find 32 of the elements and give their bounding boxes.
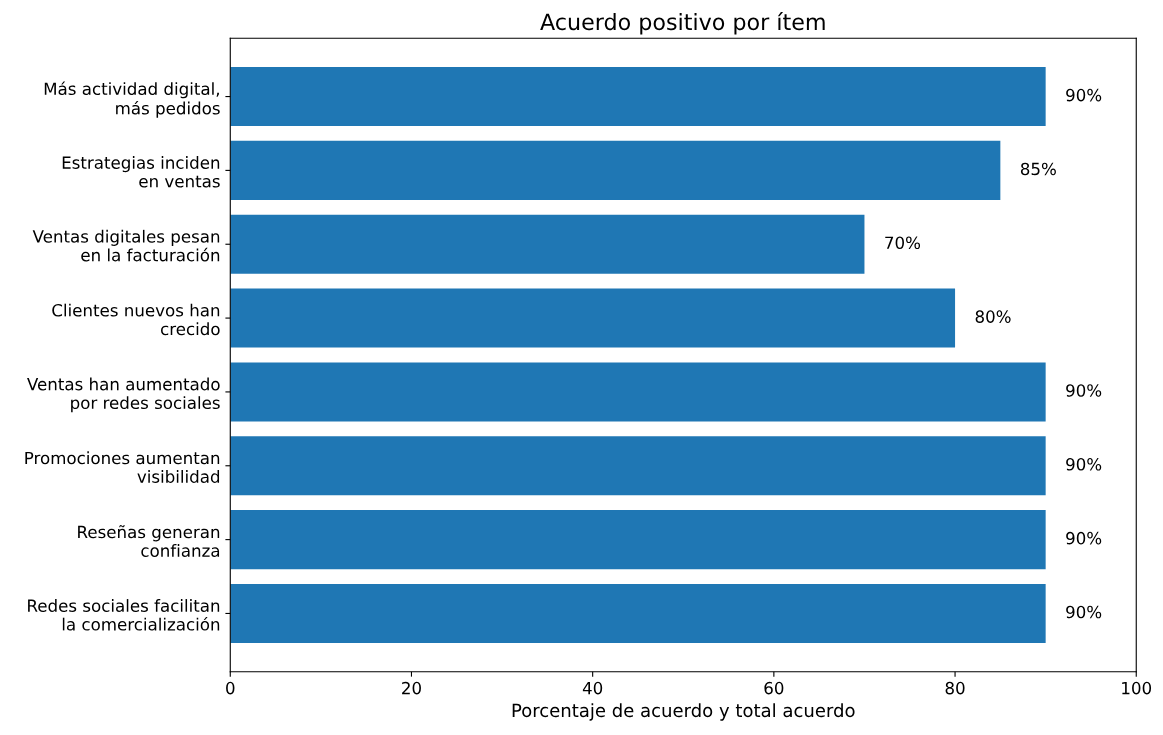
bar <box>230 214 865 274</box>
bar <box>230 362 1046 422</box>
bar <box>230 140 1001 200</box>
y-tick-label: Redes sociales facilitan la comercialización <box>28 599 220 631</box>
x-tick-label: 20 <box>402 681 421 695</box>
y-tick-label: Estrategias inciden en ventas <box>62 156 220 188</box>
y-tick-label: Promociones aumentan visibilidad <box>25 451 220 483</box>
y-tick-label: Reseñas generan confianza <box>78 525 220 557</box>
y-tick-label: Ventas han aumentado por redes sociales <box>27 377 220 413</box>
x-tick-label: 80 <box>945 681 965 695</box>
bar <box>230 510 1046 570</box>
data-label: 90% <box>1066 458 1102 471</box>
bar <box>230 67 1046 127</box>
x-tick-label: 100 <box>1122 681 1152 695</box>
x-tick-label: 40 <box>582 681 603 695</box>
data-label: 85% <box>1020 162 1056 176</box>
y-tick-label: Ventas digitales pesan en la facturación <box>32 229 220 262</box>
bar <box>230 583 1046 643</box>
data-label: 90% <box>1066 384 1102 397</box>
x-tick-label: 60 <box>764 681 784 695</box>
data-label: 90% <box>1066 88 1102 102</box>
x-axis-title: Porcentaje de acuerdo y total acuerdo <box>512 703 855 721</box>
x-tick-label: 0 <box>226 681 235 695</box>
y-tick-label: Más actividad digital, más pedidos <box>44 81 220 118</box>
bar <box>230 436 1046 496</box>
bar <box>230 288 956 348</box>
data-label: 90% <box>1066 531 1102 545</box>
y-tick-label: Clientes nuevos han crecido <box>52 303 220 336</box>
data-label: 80% <box>975 310 1011 323</box>
data-label: 90% <box>1066 605 1102 619</box>
chart-title: Acuerdo positivo por ítem <box>540 12 825 35</box>
data-label: 70% <box>885 236 921 250</box>
